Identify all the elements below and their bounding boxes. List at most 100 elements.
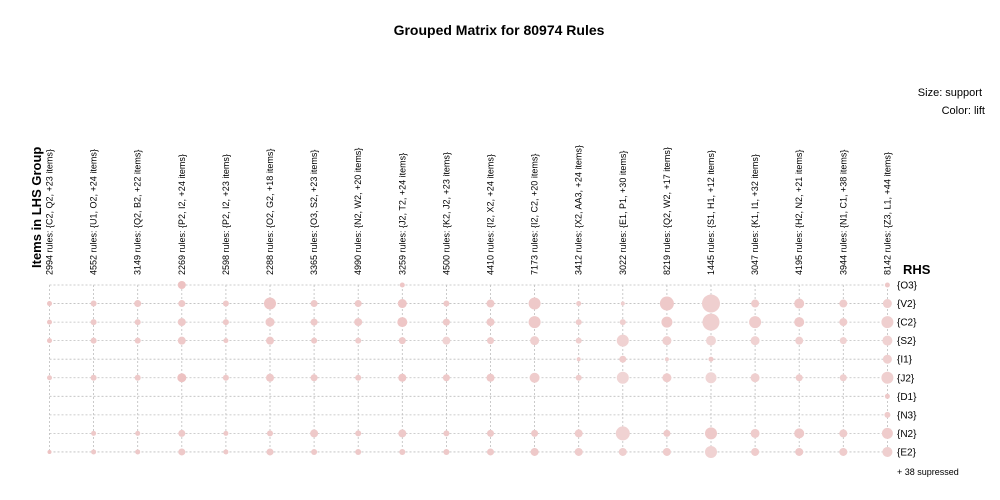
rule-group-point [47, 375, 52, 381]
rule-group-point [264, 297, 276, 310]
rule-group-point [265, 317, 275, 327]
rhs-item-label: {V2} [897, 299, 917, 310]
points-layer [47, 281, 894, 458]
lhs-group-label: 8219 rules: {Q2, W2, +17 items} [662, 147, 672, 275]
rule-group-point [399, 448, 406, 455]
rule-group-point [397, 299, 407, 309]
x-axis-title: Items in LHS Group [29, 147, 44, 268]
rule-group-point [486, 318, 495, 327]
rule-group-point [662, 447, 671, 456]
lhs-group-label: 2288 rules: {O2, G2, +18 items} [265, 149, 275, 275]
rule-group-point [839, 318, 848, 327]
rule-group-point [177, 281, 186, 289]
lhs-group-label: 7173 rules: {I2, C2, +20 items} [530, 154, 540, 275]
rule-group-point [442, 374, 450, 382]
rule-group-point [355, 448, 362, 455]
rule-group-point [882, 335, 893, 346]
lhs-group-label: 3149 rules: {Q2, B2, +22 items} [133, 150, 143, 275]
rhs-item-label: {D1} [897, 392, 917, 403]
chart-title: Grouped Matrix for 80974 Rules [394, 22, 605, 38]
rule-group-point [795, 336, 804, 345]
rule-group-point [398, 373, 407, 382]
rule-group-point [135, 430, 141, 436]
rule-group-point [576, 357, 581, 362]
rule-group-point [266, 448, 274, 456]
rule-group-point [750, 373, 760, 383]
lhs-group-label: 4195 rules: {H2, N2, +21 items} [794, 150, 804, 275]
rule-group-point [443, 300, 450, 307]
rule-group-point [576, 301, 582, 307]
rule-group-point [223, 338, 229, 344]
rule-group-point [355, 430, 362, 437]
rule-group-point [574, 447, 583, 456]
rule-group-point [310, 300, 318, 308]
rule-group-point [311, 448, 318, 455]
rule-group-point [266, 336, 274, 345]
rule-group-point [881, 316, 894, 329]
rule-group-point [659, 296, 674, 311]
rule-group-point [881, 427, 893, 439]
rule-group-point [47, 338, 52, 344]
rule-group-point [135, 449, 141, 455]
rule-group-point [882, 446, 893, 457]
rule-group-point [397, 317, 408, 328]
rule-group-point [443, 448, 450, 455]
rule-group-point [884, 411, 891, 418]
rule-group-point [528, 297, 541, 310]
lhs-group-label: 2269 rules: {P2, I2, +24 items} [177, 154, 187, 275]
rule-group-point [794, 317, 805, 328]
rule-group-point [528, 316, 541, 329]
rule-group-point [839, 429, 848, 438]
rule-group-point [616, 371, 629, 384]
rule-group-point [530, 447, 539, 456]
rule-group-point [884, 282, 890, 288]
rule-group-point [531, 429, 539, 437]
rule-group-point [90, 374, 97, 381]
lhs-group-label: 4500 rules: {K2, J2, +23 items} [441, 152, 451, 275]
rule-group-point [705, 372, 717, 384]
lhs-group-label: 2994 rules: {C2, Q2, +23 items} [45, 149, 55, 275]
lhs-group-label: 3365 rules: {O3, S2, +23 items} [309, 150, 319, 275]
rule-group-point [795, 447, 804, 456]
lhs-group-label: 2598 rules: {P2, I2, +23 items} [221, 154, 231, 275]
rule-group-point [354, 300, 362, 308]
rule-group-point [615, 426, 630, 441]
rule-group-point [90, 337, 97, 344]
rhs-item-label: {N2} [897, 429, 917, 440]
rule-group-point [310, 374, 318, 382]
rule-group-point [664, 357, 669, 362]
rule-group-point [177, 336, 186, 345]
rule-group-point [750, 336, 760, 346]
rule-group-point [705, 445, 717, 458]
rule-group-point [575, 337, 582, 344]
rule-group-point [619, 355, 627, 363]
rule-group-point [881, 371, 894, 384]
rule-group-point [310, 429, 319, 438]
rule-group-point [399, 282, 405, 288]
rule-group-point [795, 374, 803, 382]
lhs-group-label: 3259 rules: {J2, T2, +24 items} [397, 153, 407, 275]
rule-group-point [706, 335, 716, 346]
rule-group-point [702, 313, 720, 331]
rule-group-point [749, 316, 762, 329]
rule-group-point [178, 300, 186, 308]
rule-group-point [134, 319, 141, 326]
rule-group-point [398, 429, 407, 438]
rule-group-point [177, 373, 187, 383]
rule-group-point [266, 373, 274, 382]
legend-size: Size: support [918, 87, 982, 99]
rule-group-point [662, 373, 672, 383]
rule-group-point [616, 334, 629, 347]
rule-group-point [354, 318, 363, 327]
legend-color: Color: lift [942, 105, 985, 117]
rule-group-point [222, 374, 229, 381]
rule-group-point [618, 447, 627, 456]
lhs-group-label: 4410 rules: {I2, X2, +24 items} [486, 154, 496, 275]
rhs-item-label: {C2} [897, 318, 917, 329]
rule-group-point [575, 374, 582, 381]
rule-group-point [839, 374, 847, 382]
rule-group-point [222, 319, 229, 326]
rule-group-point [620, 301, 625, 306]
rule-group-point [223, 430, 229, 436]
suppressed-note: + 38 supressed [897, 467, 959, 477]
